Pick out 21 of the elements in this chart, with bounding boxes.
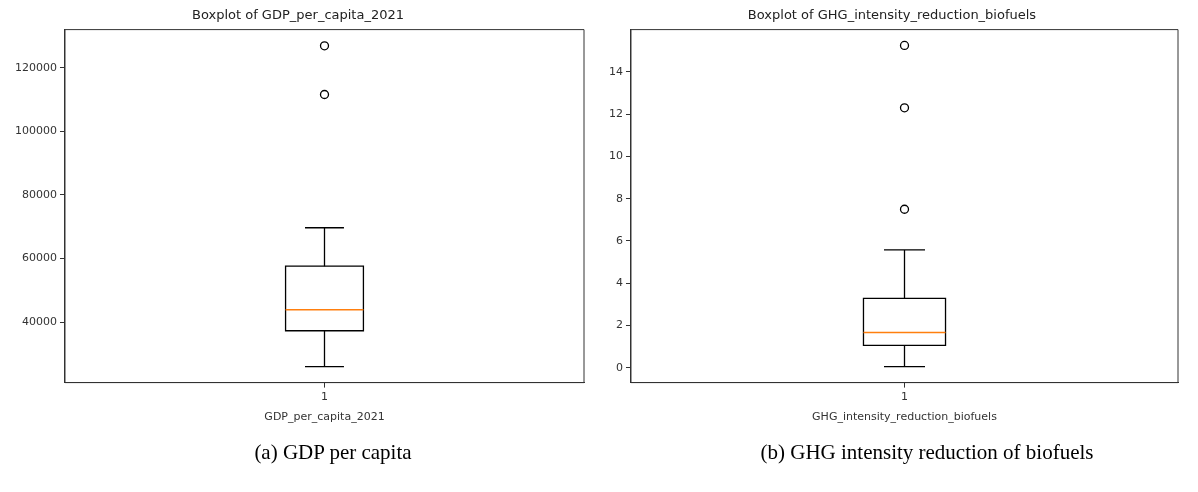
x-tick-label: 1 (901, 390, 908, 404)
y-tick-label: 40000 (21, 315, 57, 329)
y-tick-label: 0 (616, 360, 623, 374)
y-tick-label: 14 (609, 64, 623, 78)
text: (a) GDP per capita (253, 440, 413, 465)
x-axis-title: GDP_per_capita_2021 (264, 410, 385, 424)
x-tick-label: 1 (321, 390, 328, 404)
y-tick-label: 10 (609, 149, 623, 163)
y-tick-label: 12 (609, 107, 623, 121)
y-tick-label: 2 (616, 318, 623, 332)
chart-title: Boxplot of GDP_per_capita_2021 (191, 7, 405, 23)
x-axis-title: GHG_intensity_reduction_biofuels (812, 410, 998, 424)
y-tick-label: 4 (616, 276, 623, 290)
y-tick-label: 100000 (14, 124, 57, 138)
y-tick-label: 120000 (14, 60, 57, 74)
text: (b) GHG intensity reduction of biofuels (759, 440, 1095, 465)
y-tick-label: 8 (616, 191, 623, 205)
y-tick-label: 80000 (21, 187, 57, 201)
y-tick-label: 6 (616, 233, 623, 247)
chart-title: Boxplot of GHG_intensity_reduction_biofuels (747, 7, 1037, 23)
y-tick-label: 60000 (21, 251, 57, 265)
